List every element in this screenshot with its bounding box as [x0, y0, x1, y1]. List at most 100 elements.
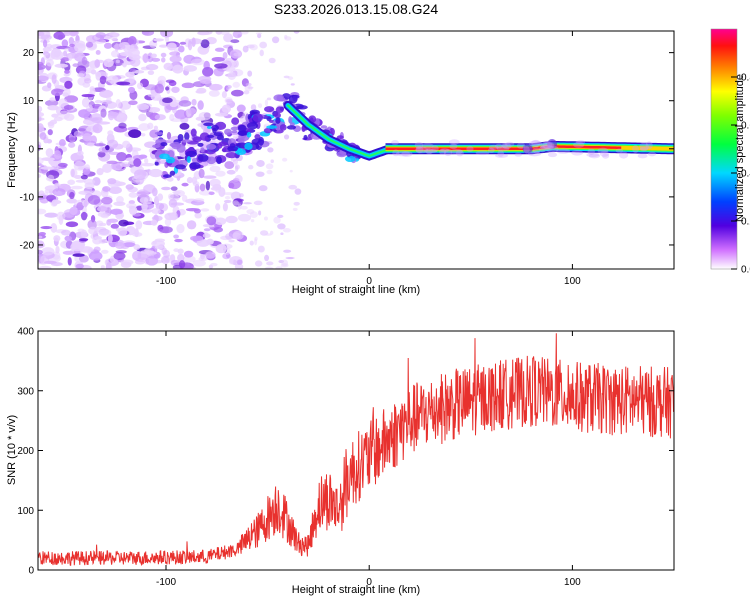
spectrogram-noise-blob	[213, 226, 223, 233]
spectrogram-noise-blob	[224, 196, 231, 200]
spectrogram-noise-blob	[288, 184, 298, 190]
spectrogram-noise-blob	[57, 34, 64, 41]
spectrogram-noise-blob	[121, 62, 127, 67]
spectrogram-noise-blob	[281, 259, 288, 267]
spectrogram-noise-blob	[168, 193, 174, 199]
spectrogram-halo	[488, 144, 499, 151]
spectrogram-ridge-blob	[154, 131, 163, 135]
spectrogram-noise-blob	[147, 93, 157, 97]
spectrogram-noise-blob	[227, 71, 237, 81]
spectrogram-noise-blob	[100, 213, 109, 219]
spectrogram-noise-blob	[83, 200, 88, 208]
spectrogram-ridge-blob	[169, 170, 176, 176]
spectrogram-noise-blob	[159, 226, 173, 234]
spectrogram-noise-blob	[113, 43, 126, 51]
spectrogram-halo	[532, 147, 541, 154]
spectrogram-noise-blob	[51, 199, 58, 207]
spectrogram-noise-blob	[174, 109, 188, 120]
spectrogram-noise-blob	[152, 240, 157, 245]
spectrogram-noise-blob	[92, 176, 101, 186]
spectrogram-ridge-blob	[274, 112, 281, 119]
spectrogram-noise-blob	[205, 180, 211, 191]
colorbar-ticks: 0.0 0.2 0.4 0.6 0.8	[731, 73, 750, 276]
spectrogram-ridge-blob	[152, 144, 161, 149]
spectrogram-noise-blob	[225, 215, 238, 224]
spectrogram-noise-blob	[199, 190, 212, 196]
spectrogram-noise-blob	[166, 131, 172, 140]
spectrogram-noise-blob	[38, 75, 49, 82]
spectrogram-noise-blob	[133, 158, 142, 167]
spectrogram-noise-blob	[76, 202, 84, 211]
spectrogram-noise-blob	[99, 75, 107, 85]
spectrogram-noise-blob	[99, 89, 114, 98]
spectrogram-noise-blob	[110, 162, 123, 171]
spectrogram-noise-blob	[223, 33, 234, 43]
spectrogram-ridge-blob	[236, 148, 243, 154]
spectrogram-noise-blob	[72, 63, 79, 68]
spectrogram-halo	[494, 143, 503, 149]
spectrogram-noise-blob	[214, 63, 228, 69]
spectrogram-noise-blob	[87, 195, 101, 205]
spectrogram-noise-blob	[56, 211, 66, 221]
spectrogram-noise-blob	[224, 161, 235, 170]
spectrogram-noise-blob	[38, 31, 45, 37]
snr-xlabel: Height of straight line (km)	[292, 584, 420, 596]
spectrogram-ridge-blob	[186, 155, 191, 163]
spectrogram-noise-blob	[105, 262, 112, 269]
spectrogram-noise-blob	[174, 238, 183, 243]
spectrogram-noise-blob	[228, 259, 235, 265]
spectrogram-noise-blob	[198, 168, 205, 179]
spectrogram-noise-blob	[258, 185, 268, 192]
x-tick-label: 100	[564, 577, 581, 588]
spectrogram-noise-blob	[254, 260, 263, 267]
spectrogram-noise-blob	[250, 104, 257, 111]
spectrogram-noise-blob	[154, 245, 165, 250]
spectrogram-noise-blob	[157, 75, 167, 84]
spectrogram-noise-blob	[83, 186, 93, 196]
spectrogram-noise-blob	[248, 164, 254, 170]
spectrogram-noise-blob	[275, 266, 283, 269]
spectrogram-noise-blob	[64, 80, 73, 89]
spectrogram-noise-blob	[81, 93, 95, 98]
spectrogram-noise-blob	[234, 165, 239, 172]
spectrogram-noise-blob	[253, 200, 263, 206]
spectrogram-noise-blob	[39, 132, 47, 140]
spectrogram-noise-blob	[208, 264, 214, 269]
spectrogram-noise-blob	[200, 208, 210, 212]
spectrogram-noise-blob	[169, 114, 175, 122]
spectrogram-noise-blob	[42, 46, 52, 52]
spectrogram-noise-blob	[118, 122, 127, 129]
spectrogram-noise-blob	[86, 104, 93, 112]
spectrogram-ridge-blob	[258, 136, 265, 146]
spectrogram-ridge-blob	[275, 117, 281, 124]
spectrogram-halo	[647, 151, 657, 157]
spectrogram-noise-blob	[120, 261, 132, 268]
y-tick-label: 400	[17, 327, 34, 338]
spectrogram-halo	[414, 141, 424, 149]
colorbar-gradient	[711, 29, 737, 269]
spectrogram-noise-blob	[245, 82, 252, 87]
spectrogram-noise-blob	[283, 249, 292, 253]
spectrogram-noise-blob	[225, 233, 234, 240]
spectrogram-noise-blob	[64, 235, 72, 242]
spectrogram-halo	[425, 148, 433, 155]
spectrogram-noise-blob	[232, 200, 239, 206]
spectrogram-noise-blob	[200, 39, 210, 49]
y-tick-label: 300	[17, 386, 34, 397]
spectrogram-noise-blob	[73, 161, 86, 171]
spectrogram-noise-blob	[115, 99, 122, 109]
spectrogram-noise-blob	[82, 167, 91, 176]
spectrogram-halo	[547, 152, 558, 158]
spectrogram-noise-blob	[243, 202, 252, 205]
spectrogram-noise-blob	[51, 113, 59, 118]
spectrogram-noise-blob	[114, 241, 125, 250]
spectrogram-noise-blob	[168, 198, 178, 208]
spectrogram-noise-blob	[69, 31, 79, 36]
spectrogram-noise-blob	[232, 232, 241, 240]
spectrogram-noise-blob	[172, 190, 181, 195]
spectrogram-ridge-blob	[206, 125, 212, 129]
spectrogram-ridge-blob	[231, 130, 238, 134]
spectrogram-ridge-blob	[230, 126, 239, 131]
spectrogram-noise-blob	[74, 174, 82, 179]
spectrogram-halo	[571, 150, 584, 156]
